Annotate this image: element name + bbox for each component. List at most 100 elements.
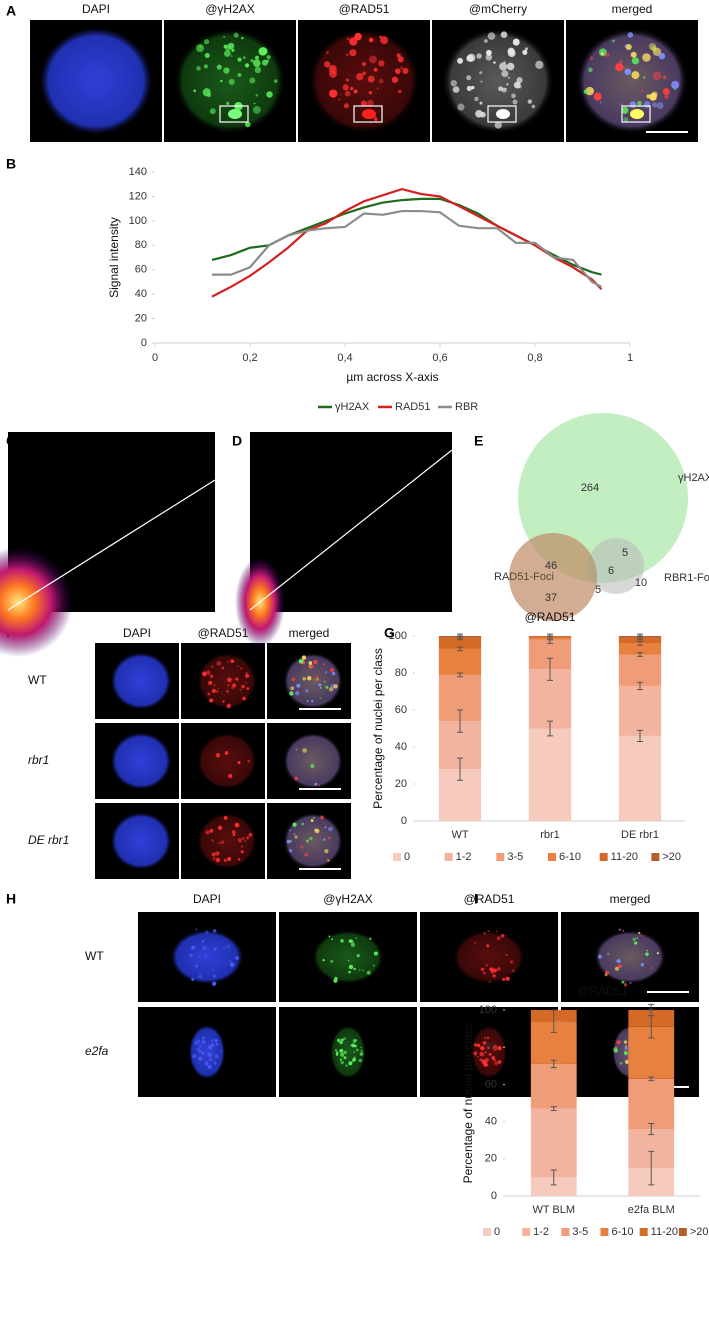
focus <box>355 937 358 940</box>
focus <box>485 964 488 967</box>
focus <box>452 86 460 93</box>
focus <box>492 974 496 978</box>
y-tick-label: 40 <box>395 741 407 753</box>
focus <box>618 964 622 968</box>
bar-segment <box>618 637 662 644</box>
focus <box>217 825 223 831</box>
y-tick-label: 20 <box>485 1153 497 1165</box>
focus <box>340 1052 345 1057</box>
focus <box>324 849 329 854</box>
focus <box>237 838 242 843</box>
focus <box>450 79 457 87</box>
focus <box>207 1064 212 1069</box>
focus <box>328 687 334 692</box>
focus <box>496 936 501 941</box>
focus <box>195 1047 198 1050</box>
focus <box>224 50 231 57</box>
legend-label: 3-5 <box>507 851 523 863</box>
focus <box>226 703 232 709</box>
focus <box>192 1054 197 1059</box>
focus <box>512 38 520 46</box>
focus <box>222 700 225 703</box>
y-tick-label: 20 <box>135 312 147 324</box>
nucleus <box>111 652 171 710</box>
column-label: @γH2AX <box>323 892 373 906</box>
focus <box>625 44 632 50</box>
x-tick-label: 0,2 <box>242 352 257 364</box>
error-bar <box>550 1106 557 1111</box>
focus <box>480 1045 485 1051</box>
focus <box>330 959 334 963</box>
focus <box>636 937 639 939</box>
y-tick-label: 20 <box>395 778 407 790</box>
focus <box>308 661 313 665</box>
focus <box>593 92 602 101</box>
focus <box>193 89 196 93</box>
column-label: @RAD51 <box>198 626 249 640</box>
focus <box>198 1049 202 1053</box>
focus <box>604 973 608 977</box>
focus <box>302 748 307 753</box>
focus <box>480 80 483 83</box>
legend-label: >20 <box>662 851 681 863</box>
focus <box>355 1048 359 1052</box>
focus <box>255 93 259 97</box>
focus <box>237 665 239 667</box>
focus <box>191 977 195 981</box>
focus <box>501 87 507 93</box>
venn-count: 6 <box>608 565 614 577</box>
focus <box>295 748 298 751</box>
focus <box>506 62 515 71</box>
focus <box>289 840 292 843</box>
series-line <box>212 209 603 288</box>
focus <box>623 983 628 987</box>
focus <box>301 822 305 826</box>
focus <box>239 688 242 691</box>
focus <box>242 56 246 59</box>
focus <box>475 1051 477 1053</box>
focus <box>201 1040 206 1045</box>
panel-label: B <box>6 156 16 172</box>
venn-count: 46 <box>545 560 557 572</box>
focus <box>611 39 615 43</box>
focus <box>512 969 515 972</box>
focus <box>373 116 378 121</box>
focus <box>323 680 326 683</box>
focus <box>396 53 401 58</box>
legend-swatch <box>444 853 453 861</box>
focus <box>486 944 490 948</box>
focus <box>356 953 360 958</box>
focus <box>391 76 399 83</box>
focus <box>501 70 509 78</box>
focus <box>224 44 232 51</box>
focus <box>488 980 491 983</box>
focus <box>503 61 506 64</box>
x-tick-label: WT BLM <box>532 1204 575 1216</box>
focus <box>485 1063 489 1067</box>
nucleus <box>312 930 384 984</box>
focus <box>358 1058 362 1063</box>
focus <box>662 75 667 80</box>
focus <box>499 62 508 71</box>
focus <box>261 59 269 66</box>
column-label: merged <box>289 626 330 640</box>
focus <box>237 57 242 62</box>
focus <box>367 75 375 83</box>
focus <box>221 666 225 670</box>
y-tick-label: 60 <box>135 264 147 276</box>
focus <box>652 71 662 81</box>
focus <box>400 66 404 70</box>
legend-swatch <box>548 853 556 861</box>
nucleus <box>471 1025 507 1079</box>
focus <box>203 64 208 69</box>
focus <box>621 980 625 984</box>
focus <box>228 109 242 119</box>
venn-count: 10 <box>635 577 647 589</box>
error-bar <box>457 672 463 678</box>
focus <box>223 35 226 38</box>
focus <box>229 960 232 963</box>
focus <box>480 967 485 971</box>
focus <box>353 1039 357 1042</box>
focus <box>624 1050 628 1054</box>
focus <box>254 66 262 74</box>
